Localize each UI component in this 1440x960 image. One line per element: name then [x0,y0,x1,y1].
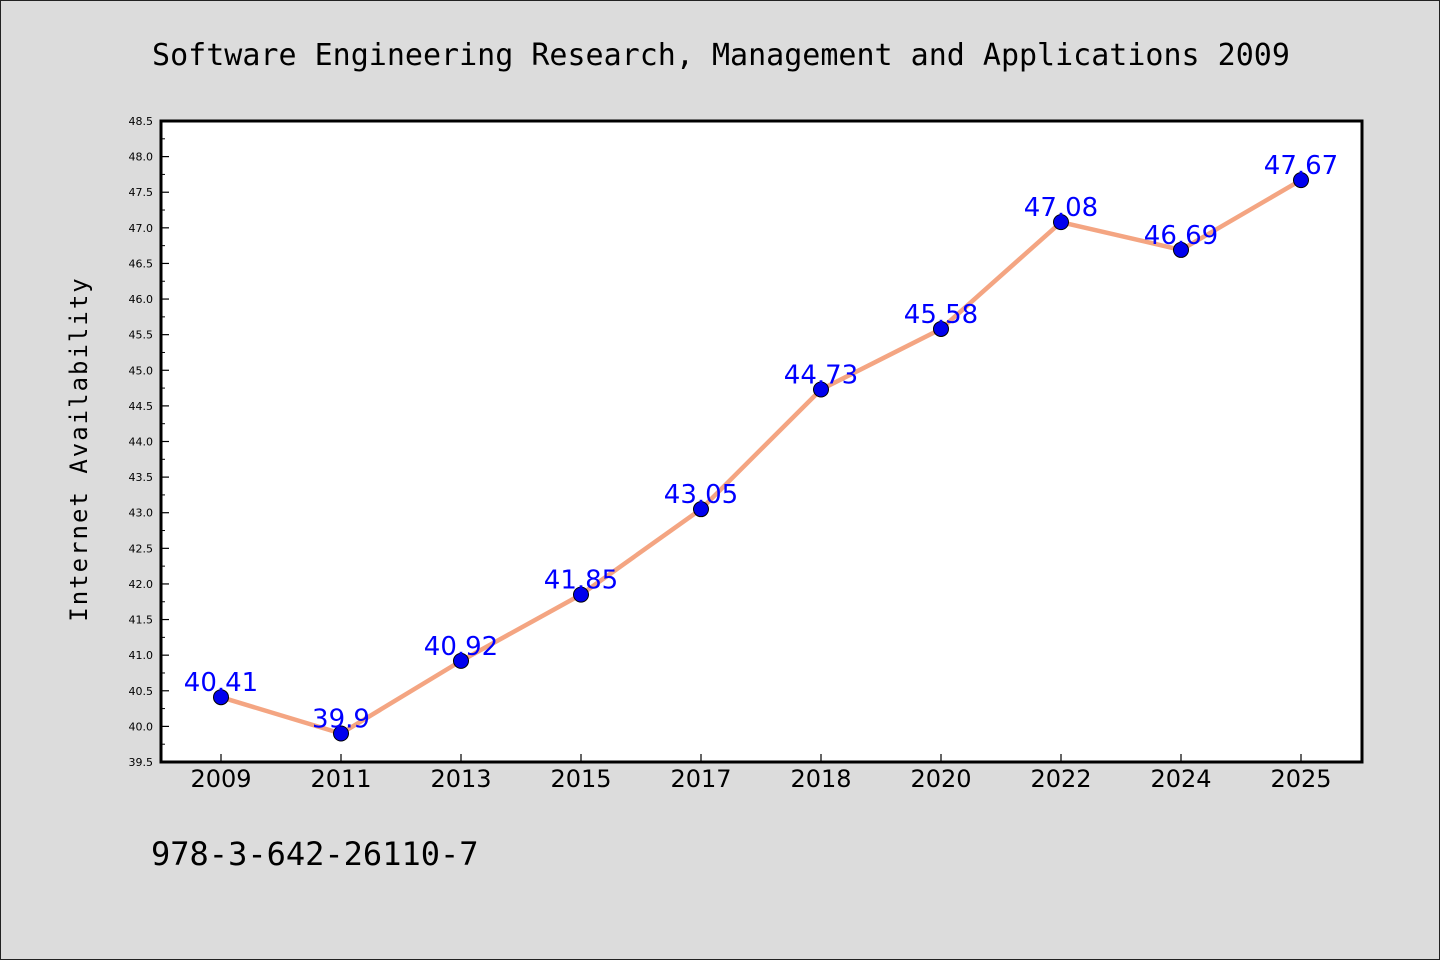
data-label: 47.67 [1264,151,1338,181]
plot-frame [159,119,1364,764]
y-tick-label: 42.0 [129,578,154,591]
data-point [333,725,349,742]
data-label: 39.9 [312,705,370,735]
x-tick-label: 2009 [190,765,251,793]
chart-title: Software Engineering Research, Managemen… [152,38,1290,73]
y-tick-label: 41.0 [129,649,154,662]
x-tick-label: 2022 [1030,765,1091,793]
data-label: 41.85 [544,566,618,596]
data-point [1293,172,1309,189]
series-layer: 40.41 39.9 40.92 41.85 43.05 44.73 45.58 47.08 4… [184,151,1338,742]
y-tick-label: 48.0 [129,151,154,164]
y-tick-label: 40.5 [129,685,154,698]
y-axis-label: Internet Availability [65,276,93,621]
y-axis-ticks: 39.5 40.0 40.5 41.0 41.5 42.0 42.5 43.0 43.5 44.0… [129,115,169,769]
y-tick-label: 39.5 [129,756,154,769]
y-tick-label: 43.0 [129,507,154,520]
data-point [1173,241,1189,258]
data-point [1053,214,1069,231]
plot-area [161,121,1362,762]
x-tick-label: 2013 [430,765,491,793]
data-label: 44.73 [784,361,858,391]
data-label: 40.41 [184,668,258,698]
data-label: 45.58 [904,300,978,330]
x-axis-ticks: 2009 2011 2013 2015 2017 2018 2020 2022 2024 2025 [190,754,1332,793]
data-point [213,689,229,706]
x-tick-label: 2018 [790,765,851,793]
x-tick-label: 2024 [1150,765,1211,793]
y-tick-label: 43.5 [129,471,154,484]
x-tick-label: 2017 [670,765,731,793]
x-tick-label: 2011 [310,765,371,793]
y-tick-label: 45.0 [129,364,154,377]
y-tick-label: 40.0 [129,720,154,733]
y-tick-label: 47.5 [129,186,154,199]
data-label: 40.92 [424,632,498,662]
y-tick-label: 42.5 [129,542,154,555]
data-point [573,586,589,603]
data-point [453,652,469,669]
data-point [813,381,829,398]
x-tick-label: 2020 [910,765,971,793]
data-label: 47.08 [1024,193,1098,223]
data-point [933,320,949,337]
y-tick-label: 46.5 [129,257,154,270]
y-tick-label: 41.5 [129,614,154,627]
y-tick-label: 45.5 [129,329,154,342]
y-tick-label: 44.5 [129,400,154,413]
x-tick-label: 2015 [550,765,611,793]
series-line [220,178,1303,736]
data-label: 43.05 [664,480,738,510]
data-label: 46.69 [1144,221,1218,251]
y-tick-label: 46.0 [129,293,154,306]
footer-isbn: 978-3-642-26110-7 [151,835,479,873]
y-tick-label: 48.5 [129,115,154,128]
y-tick-label: 44.0 [129,436,154,449]
x-tick-label: 2025 [1270,765,1331,793]
y-tick-label: 47.0 [129,222,154,235]
data-point [693,501,709,518]
